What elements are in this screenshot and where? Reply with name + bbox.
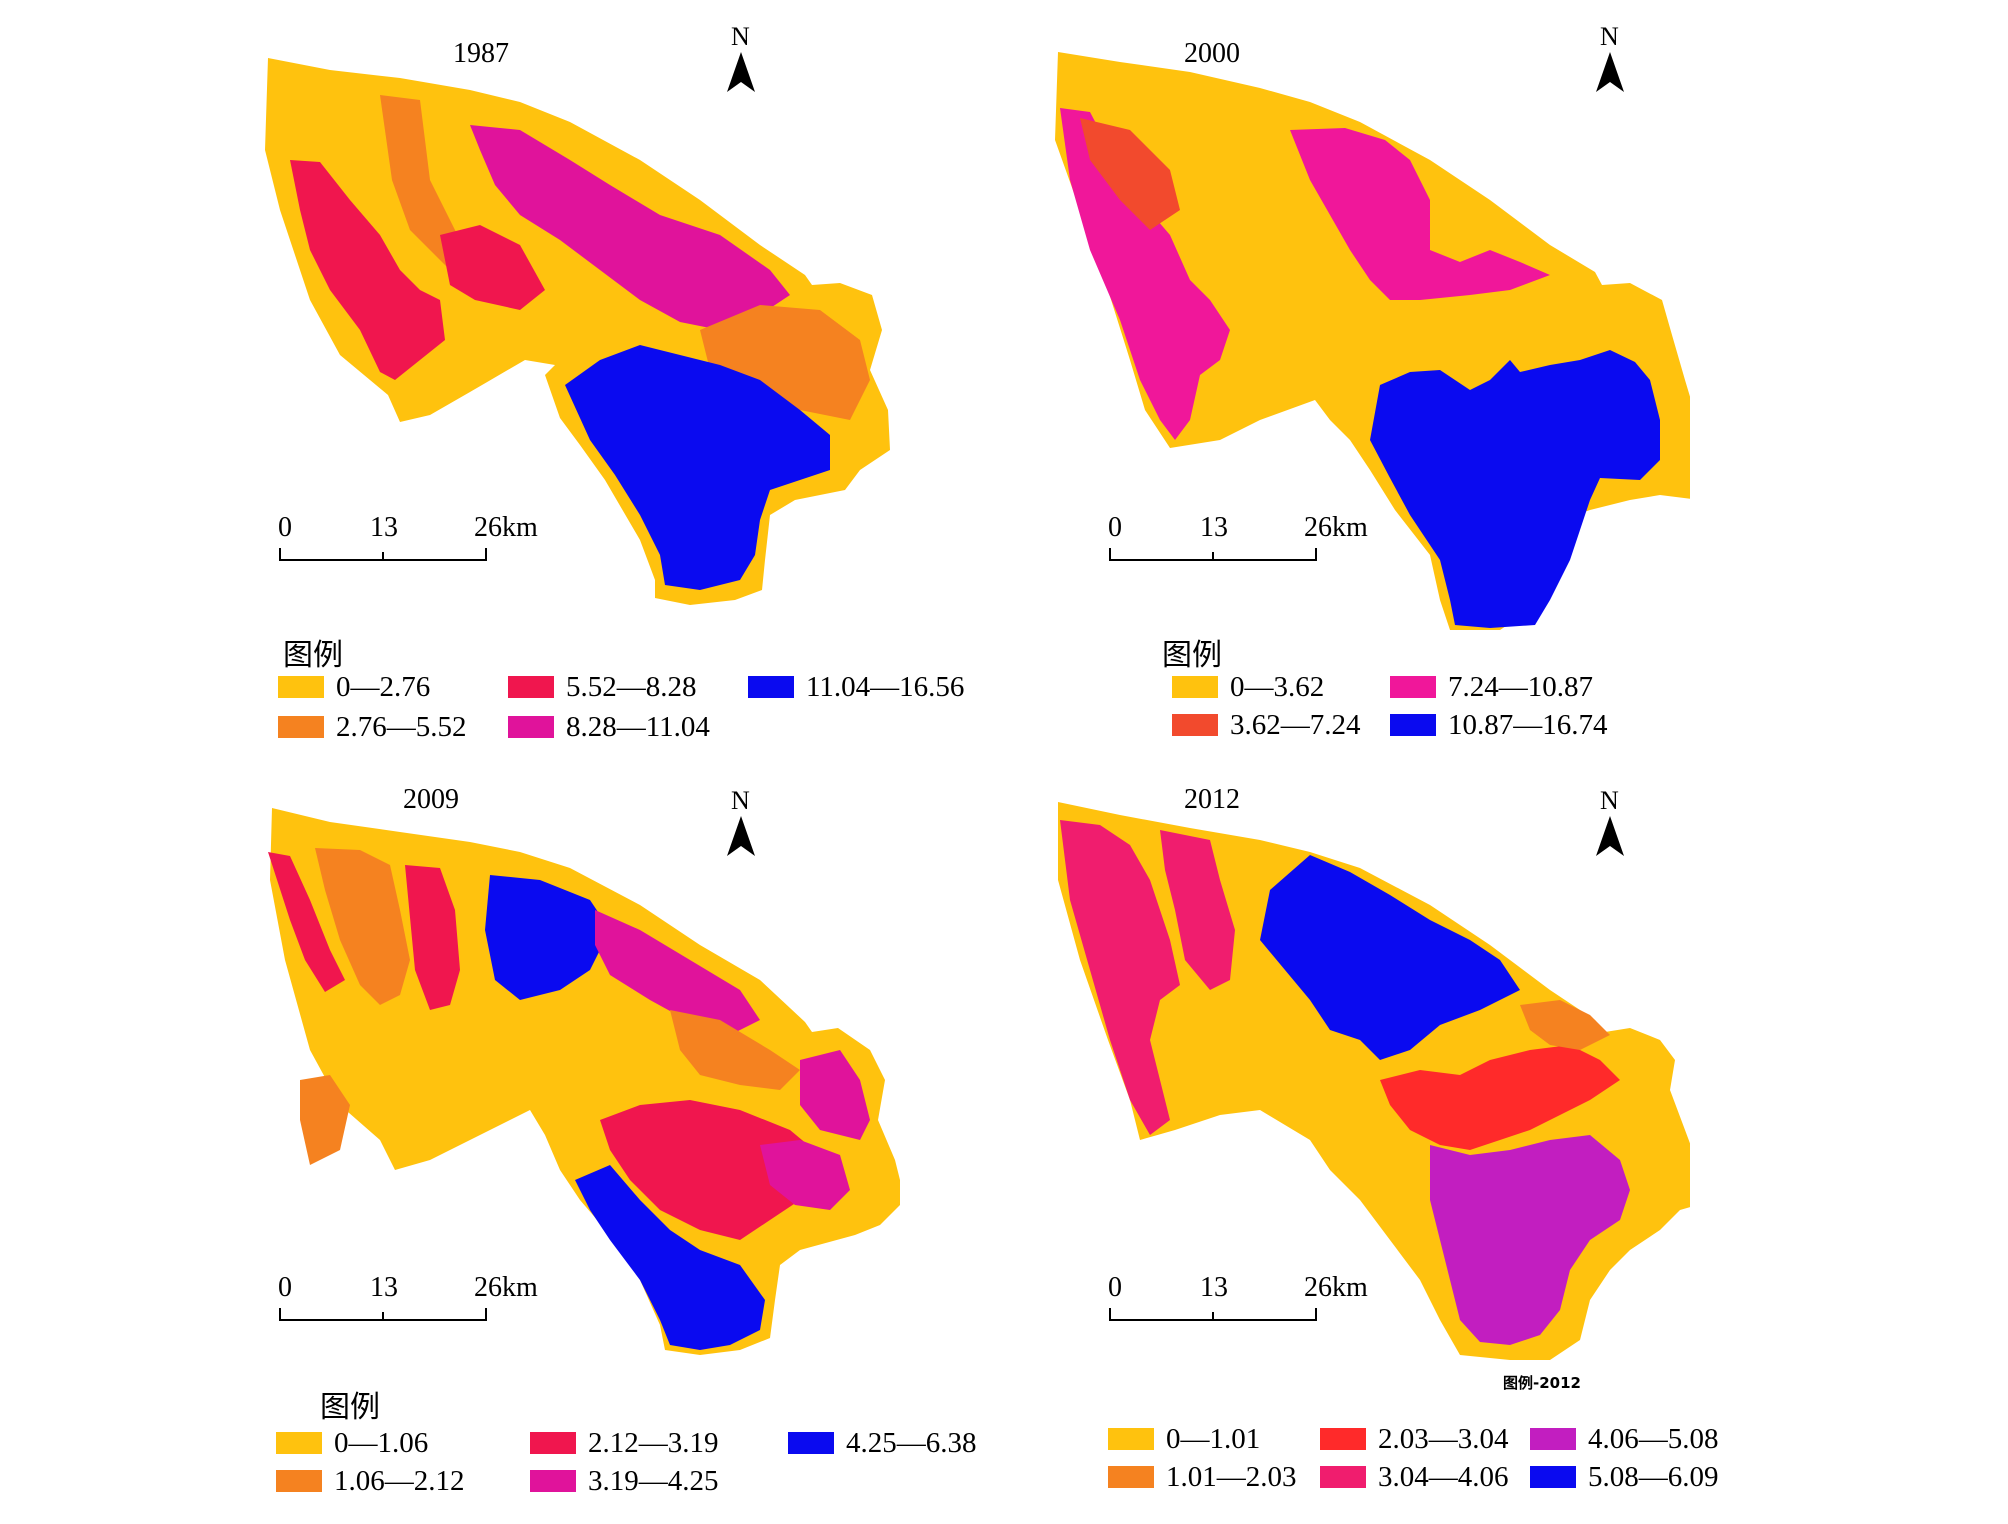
north-arrow: N — [723, 786, 763, 856]
north-arrow-icon — [727, 52, 755, 92]
scale-tick-13: 13 — [1200, 512, 1228, 543]
north-label: N — [731, 786, 750, 815]
scale-bar: 0 13 26km — [278, 1272, 538, 1342]
legend-swatch — [1320, 1466, 1366, 1488]
legend-swatch — [276, 1470, 322, 1492]
legend-swatch — [276, 1432, 322, 1454]
scale-bar: 0 13 26km — [1108, 1272, 1368, 1342]
scale-tick-26km: 26km — [474, 512, 538, 543]
legend-swatch — [788, 1432, 834, 1454]
legend-item: 0—2.76 — [278, 670, 430, 704]
legend-swatch — [1320, 1428, 1366, 1450]
panel-year-title: 2012 — [1184, 784, 1240, 815]
map-shape — [268, 808, 900, 1355]
legend-item: 3.04—4.06 — [1320, 1460, 1509, 1494]
map-panel-2000: 2000 N 0 13 26km 图例 0—3.62 3.62—7.24 7.2… — [790, 0, 1690, 760]
legend-item: 2.03—3.04 — [1320, 1422, 1509, 1456]
legend-title: 图例 — [283, 638, 343, 673]
legend-item: 0—1.06 — [276, 1426, 428, 1460]
north-arrow: N — [1592, 786, 1632, 856]
legend-swatch — [508, 676, 554, 698]
legend-swatch — [1390, 676, 1436, 698]
scale-tick-26km: 26km — [1304, 1272, 1368, 1303]
scale-tick-26km: 26km — [1304, 512, 1368, 543]
legend-swatch — [508, 716, 554, 738]
legend-item: 2.12—3.19 — [530, 1426, 719, 1460]
map-panel-2012: 2012 N 0 13 26km 图例-2012 0—1.01 1.01—2.0… — [790, 760, 1719, 1520]
scale-tick-0: 0 — [1108, 512, 1122, 543]
map-panel-1987: 1987 N 0 13 26km 图例 0—2.76 2.76—5.52 5.5… — [0, 0, 964, 760]
legend-swatch — [1172, 714, 1218, 736]
panel-year-title: 2000 — [1184, 38, 1240, 69]
north-label: N — [1600, 786, 1619, 815]
legend-item: 5.08—6.09 — [1530, 1460, 1719, 1494]
legend-swatch — [278, 716, 324, 738]
legend-swatch — [530, 1432, 576, 1454]
legend-item: 0—3.62 — [1172, 670, 1324, 704]
legend-item: 4.25—6.38 — [788, 1426, 977, 1460]
legend-swatch — [748, 676, 794, 698]
legend-title: 图例 — [320, 1390, 380, 1425]
legend-item: 5.52—8.28 — [508, 670, 697, 704]
scale-tick-13: 13 — [1200, 1272, 1228, 1303]
panel-year-title: 1987 — [453, 38, 509, 69]
legend-swatch — [1530, 1428, 1576, 1450]
scale-tick-26km: 26km — [474, 1272, 538, 1303]
legend-note: 图例-2012 — [1503, 1374, 1581, 1392]
legend-title: 图例 — [1162, 638, 1222, 673]
legend-swatch — [1172, 676, 1218, 698]
legend-item: 1.06—2.12 — [276, 1464, 465, 1498]
legend-swatch — [1530, 1466, 1576, 1488]
legend-swatch — [530, 1470, 576, 1492]
legend-swatch — [1390, 714, 1436, 736]
scale-tick-13: 13 — [370, 1272, 398, 1303]
legend-item: 11.04—16.56 — [748, 670, 964, 704]
legend-swatch — [1108, 1466, 1154, 1488]
scale-tick-0: 0 — [278, 1272, 292, 1303]
north-arrow-icon — [1596, 816, 1624, 856]
legend-item: 1.01—2.03 — [1108, 1460, 1297, 1494]
scale-tick-0: 0 — [1108, 1272, 1122, 1303]
north-arrow-icon — [727, 816, 755, 856]
map-shape — [1058, 802, 1690, 1360]
north-label: N — [731, 22, 750, 51]
legend-item: 8.28—11.04 — [508, 710, 710, 744]
legend-item: 3.62—7.24 — [1172, 708, 1361, 742]
legend-item: 3.19—4.25 — [530, 1464, 719, 1498]
north-arrow: N — [723, 22, 763, 92]
legend-item: 4.06—5.08 — [1530, 1422, 1719, 1456]
map-panel-2009: 2009 N 0 13 26km 图例 0—1.06 1.06—2.12 2.1… — [0, 760, 977, 1520]
legend-item: 7.24—10.87 — [1390, 670, 1593, 704]
scale-tick-13: 13 — [370, 512, 398, 543]
scale-bar: 0 13 26km — [278, 512, 538, 582]
north-label: N — [1600, 22, 1619, 51]
scale-bar: 0 13 26km — [1108, 512, 1368, 582]
legend-swatch — [1108, 1428, 1154, 1450]
north-arrow-icon — [1596, 52, 1624, 92]
north-arrow: N — [1592, 22, 1632, 92]
legend-swatch — [278, 676, 324, 698]
legend-item: 0—1.01 — [1108, 1422, 1260, 1456]
scale-tick-0: 0 — [278, 512, 292, 543]
legend-item: 2.76—5.52 — [278, 710, 467, 744]
panel-year-title: 2009 — [403, 784, 459, 815]
legend-item: 10.87—16.74 — [1390, 708, 1608, 742]
map-shape — [1055, 52, 1690, 630]
map-shape — [265, 58, 890, 605]
